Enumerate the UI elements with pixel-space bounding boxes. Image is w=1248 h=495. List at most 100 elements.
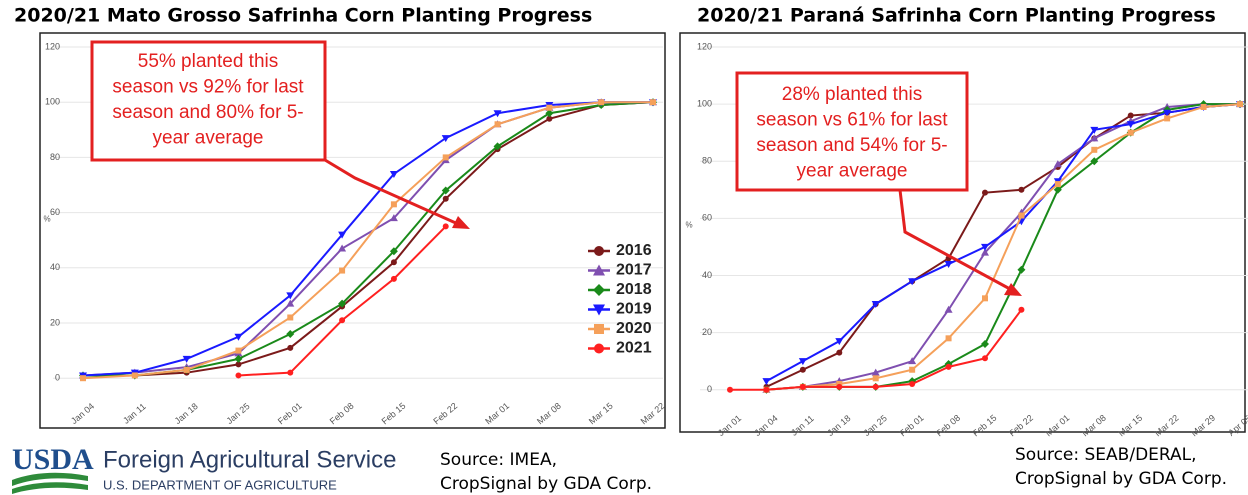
series-line xyxy=(83,101,654,377)
x-tick-label: Feb 15 xyxy=(971,413,999,439)
marker xyxy=(338,299,347,308)
marker xyxy=(1200,103,1207,110)
x-tick-label: Jan 04 xyxy=(69,401,96,426)
x-tick-label: Mar 15 xyxy=(1116,413,1144,439)
legend-label: 2017 xyxy=(616,262,652,279)
marker xyxy=(909,381,916,388)
usda-logo: USDA xyxy=(12,443,94,494)
y-tick-label: 100 xyxy=(697,98,712,108)
marker xyxy=(1090,134,1099,142)
marker xyxy=(235,372,242,379)
y-tick-label: 60 xyxy=(702,213,712,223)
annotation-arrow xyxy=(324,158,459,226)
legend-label: 2016 xyxy=(616,242,652,259)
x-tick-label: Jan 25 xyxy=(224,401,251,426)
marker xyxy=(442,195,449,202)
marker xyxy=(287,344,294,351)
series-line xyxy=(765,103,1241,383)
x-tick-label: Mar 01 xyxy=(483,401,511,427)
x-tick-label: Feb 22 xyxy=(1007,413,1035,439)
marker xyxy=(871,301,880,309)
marker xyxy=(338,244,347,252)
marker xyxy=(981,248,989,256)
x-tick-label: Jan 25 xyxy=(862,413,889,438)
marker xyxy=(1237,101,1243,108)
annotation-arrow xyxy=(898,189,1011,291)
marker xyxy=(908,357,917,365)
source-text: Source: IMEA, xyxy=(440,450,557,470)
annotation-box xyxy=(735,71,969,192)
marker xyxy=(1126,121,1135,129)
legend-label: 2018 xyxy=(616,281,652,298)
logo-wave xyxy=(12,472,88,486)
marker xyxy=(1018,186,1025,193)
x-tick-label: Mar 15 xyxy=(587,401,615,427)
x-tick-label: Feb 01 xyxy=(276,401,304,427)
series-line xyxy=(82,101,653,377)
marker xyxy=(799,366,806,373)
marker xyxy=(982,355,988,362)
marker xyxy=(389,214,398,222)
marker xyxy=(80,375,86,382)
x-tick-label: Jan 01 xyxy=(716,413,743,438)
plot-frame xyxy=(679,32,1246,433)
annotation-text: year average xyxy=(153,128,264,149)
marker xyxy=(183,366,190,373)
marker xyxy=(389,170,398,178)
annotation-text: season and 80% for 5- xyxy=(112,102,303,123)
marker xyxy=(982,295,988,302)
annotation-text: season vs 61% for last xyxy=(756,110,948,131)
marker xyxy=(1090,157,1099,166)
y-tick-label: 100 xyxy=(45,97,60,107)
x-tick-label: Feb 22 xyxy=(431,401,459,427)
marker xyxy=(594,324,604,334)
marker xyxy=(909,366,916,373)
plot-frame xyxy=(39,32,666,429)
marker xyxy=(286,330,295,339)
x-tick-label: Mar 08 xyxy=(535,401,563,427)
marker xyxy=(1018,212,1025,219)
marker xyxy=(593,304,605,316)
logo-wave xyxy=(12,482,88,494)
marker xyxy=(390,275,397,282)
marker xyxy=(981,243,989,251)
marker xyxy=(339,267,346,274)
marker xyxy=(594,246,604,256)
x-tick-label: Jan 11 xyxy=(121,401,148,426)
x-tick-label: Feb 08 xyxy=(328,401,356,427)
marker xyxy=(727,386,733,393)
marker xyxy=(1053,160,1062,168)
x-tick-label: Mar 08 xyxy=(1080,413,1108,439)
marker xyxy=(872,375,879,382)
marker xyxy=(871,368,880,376)
x-tick-label: Feb 01 xyxy=(898,413,926,439)
marker xyxy=(441,135,450,143)
marker xyxy=(836,383,843,390)
series-line xyxy=(766,103,1241,391)
y-tick-label: 80 xyxy=(50,152,60,162)
y-axis-label: % xyxy=(685,221,692,230)
x-tick-label: Jan 04 xyxy=(752,413,779,438)
legend-label: 2020 xyxy=(616,320,652,337)
marker xyxy=(650,99,656,106)
x-tick-label: Mar 01 xyxy=(1044,413,1072,439)
arrow-head xyxy=(1004,283,1022,296)
y-tick-label: 120 xyxy=(45,41,60,51)
x-tick-label: Jan 18 xyxy=(173,401,200,426)
x-tick-label: Feb 15 xyxy=(380,401,408,427)
department-name: U.S. DEPARTMENT OF AGRICULTURE xyxy=(103,477,337,492)
annotation-text: year average xyxy=(797,161,908,182)
marker xyxy=(287,314,294,321)
x-tick-label: Mar 22 xyxy=(639,401,667,427)
marker xyxy=(546,104,553,111)
marker xyxy=(1017,265,1026,274)
y-tick-label: 0 xyxy=(55,373,60,383)
marker xyxy=(287,369,294,376)
marker xyxy=(763,386,770,393)
marker xyxy=(798,358,807,366)
marker xyxy=(338,231,347,239)
series-line xyxy=(82,101,653,380)
marker xyxy=(1091,146,1098,153)
marker xyxy=(1163,109,1172,117)
